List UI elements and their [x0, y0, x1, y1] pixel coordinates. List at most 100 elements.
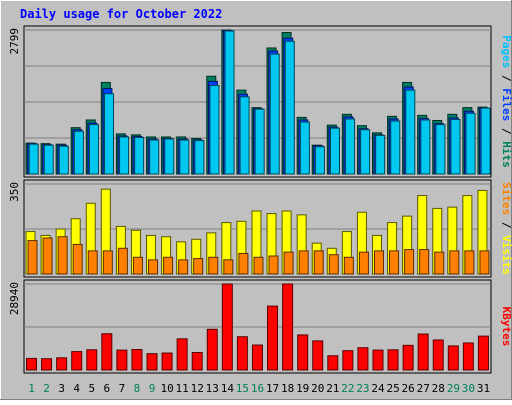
bar-kbytes-kbytes-2	[41, 358, 53, 371]
day-label-30: 30	[462, 382, 475, 395]
bar-hits-files-pages-pages-29	[450, 118, 461, 175]
day-label-27: 27	[417, 382, 430, 395]
bar-kbytes-kbytes-30	[462, 342, 474, 371]
bar-hits-files-pages-pages-3	[58, 145, 69, 175]
bar-kbytes-kbytes-25	[387, 349, 399, 371]
bar-hits-files-pages-pages-22	[345, 118, 356, 175]
bar-kbytes-kbytes-19	[297, 334, 309, 371]
bar-hits-files-pages-pages-19	[299, 121, 310, 175]
bar-visits-sites-sites-29	[449, 250, 460, 275]
bar-kbytes-kbytes-7	[116, 349, 128, 371]
axis-legend-kbytes: KBytes	[500, 307, 512, 347]
axis-legend-hits-files-pages: Pages / Files / Hits	[500, 35, 512, 168]
day-label-20: 20	[311, 382, 324, 395]
bar-hits-files-pages-pages-16	[254, 108, 265, 175]
bar-kbytes-kbytes-21	[327, 355, 339, 371]
day-label-28: 28	[432, 382, 445, 395]
bar-kbytes-kbytes-1	[26, 357, 37, 371]
bar-hits-files-pages-pages-7	[119, 136, 130, 175]
bar-visits-sites-sites-5	[87, 250, 98, 275]
bar-hits-files-pages-pages-24	[375, 134, 386, 175]
day-label-13: 13	[206, 382, 219, 395]
day-label-31: 31	[477, 382, 490, 395]
day-label-11: 11	[176, 382, 189, 395]
day-label-2: 2	[43, 382, 50, 395]
axis-legend-part-hits-files-pages-1: /	[500, 68, 512, 88]
bar-hits-files-pages-pages-23	[360, 129, 371, 175]
day-label-6: 6	[104, 382, 111, 395]
bar-kbytes-kbytes-8	[131, 348, 143, 371]
bar-visits-sites-sites-16	[253, 256, 264, 275]
bar-visits-sites-sites-14	[223, 259, 234, 275]
bar-visits-sites-sites-6	[102, 250, 113, 275]
bar-hits-files-pages-pages-28	[435, 124, 446, 175]
bar-kbytes-kbytes-3	[56, 357, 68, 371]
bar-hits-files-pages-pages-8	[134, 136, 145, 175]
bar-hits-files-pages-pages-10	[164, 138, 175, 175]
bar-visits-sites-sites-19	[298, 250, 309, 275]
bar-kbytes-kbytes-27	[417, 333, 429, 371]
bar-hits-files-pages-pages-1	[28, 143, 39, 175]
max-label-kbytes: 28940	[8, 282, 21, 315]
bar-hits-files-pages-pages-13	[209, 85, 220, 175]
bar-hits-files-pages-pages-9	[149, 139, 160, 175]
day-label-15: 15	[236, 382, 249, 395]
day-label-9: 9	[149, 382, 156, 395]
bar-kbytes-kbytes-13	[206, 328, 218, 371]
bar-kbytes-kbytes-4	[71, 351, 83, 371]
bar-kbytes-kbytes-6	[101, 333, 113, 371]
axis-legend-part-visits-sites-0: Sites	[500, 182, 512, 215]
day-label-29: 29	[447, 382, 460, 395]
bar-hits-files-pages-pages-11	[179, 139, 190, 175]
bar-kbytes-kbytes-31	[477, 335, 489, 371]
bar-visits-sites-sites-21	[328, 254, 339, 275]
day-label-22: 22	[341, 382, 354, 395]
bar-hits-files-pages-pages-30	[465, 112, 476, 175]
max-label-hits-files-pages: 2799	[8, 28, 21, 55]
bar-hits-files-pages-pages-21	[329, 127, 340, 175]
bar-visits-sites-sites-12	[193, 258, 204, 275]
axis-legend-part-visits-sites-1: /	[500, 215, 512, 235]
bar-visits-sites-sites-8	[132, 256, 143, 275]
bar-kbytes-kbytes-14	[221, 283, 233, 371]
bar-kbytes-kbytes-24	[372, 349, 384, 371]
bar-kbytes-kbytes-10	[161, 352, 173, 371]
day-label-7: 7	[119, 382, 126, 395]
bar-hits-files-pages-pages-5	[88, 124, 99, 175]
day-label-12: 12	[191, 382, 204, 395]
bar-kbytes-kbytes-16	[251, 344, 263, 371]
bar-visits-sites-sites-28	[434, 251, 445, 275]
bar-hits-files-pages-pages-18	[284, 40, 295, 175]
bar-visits-sites-sites-3	[57, 236, 68, 275]
day-label-21: 21	[326, 382, 339, 395]
day-label-23: 23	[356, 382, 369, 395]
bar-hits-files-pages-pages-6	[104, 93, 115, 175]
max-label-visits-sites: 350	[8, 182, 21, 202]
chart-title: Daily usage for October 2022	[20, 7, 222, 21]
day-label-3: 3	[58, 382, 65, 395]
bar-kbytes-kbytes-17	[267, 305, 279, 371]
bar-hits-files-pages-pages-2	[43, 144, 54, 175]
bar-hits-files-pages-pages-20	[314, 146, 325, 175]
bar-kbytes-kbytes-18	[282, 283, 294, 371]
bar-hits-files-pages-pages-25	[390, 120, 401, 175]
bar-hits-files-pages-pages-26	[405, 89, 416, 175]
bar-hits-files-pages-pages-12	[194, 140, 205, 175]
bar-visits-sites-sites-24	[373, 250, 384, 275]
bar-visits-sites-sites-17	[268, 255, 279, 275]
day-label-19: 19	[296, 382, 309, 395]
axis-legend-visits-sites: Sites / Visits	[500, 182, 512, 275]
day-label-8: 8	[134, 382, 141, 395]
bar-visits-sites-sites-15	[238, 252, 249, 275]
bar-hits-files-pages-pages-4	[73, 130, 84, 175]
bar-visits-sites-sites-25	[389, 250, 400, 275]
bar-kbytes-kbytes-28	[432, 339, 444, 371]
bar-visits-sites-sites-10	[163, 256, 174, 275]
day-label-26: 26	[402, 382, 415, 395]
bar-visits-sites-sites-22	[343, 256, 354, 275]
bar-hits-files-pages-pages-31	[480, 107, 491, 175]
axis-legend-part-visits-sites-2: Visits	[500, 235, 512, 275]
day-label-14: 14	[221, 382, 235, 395]
